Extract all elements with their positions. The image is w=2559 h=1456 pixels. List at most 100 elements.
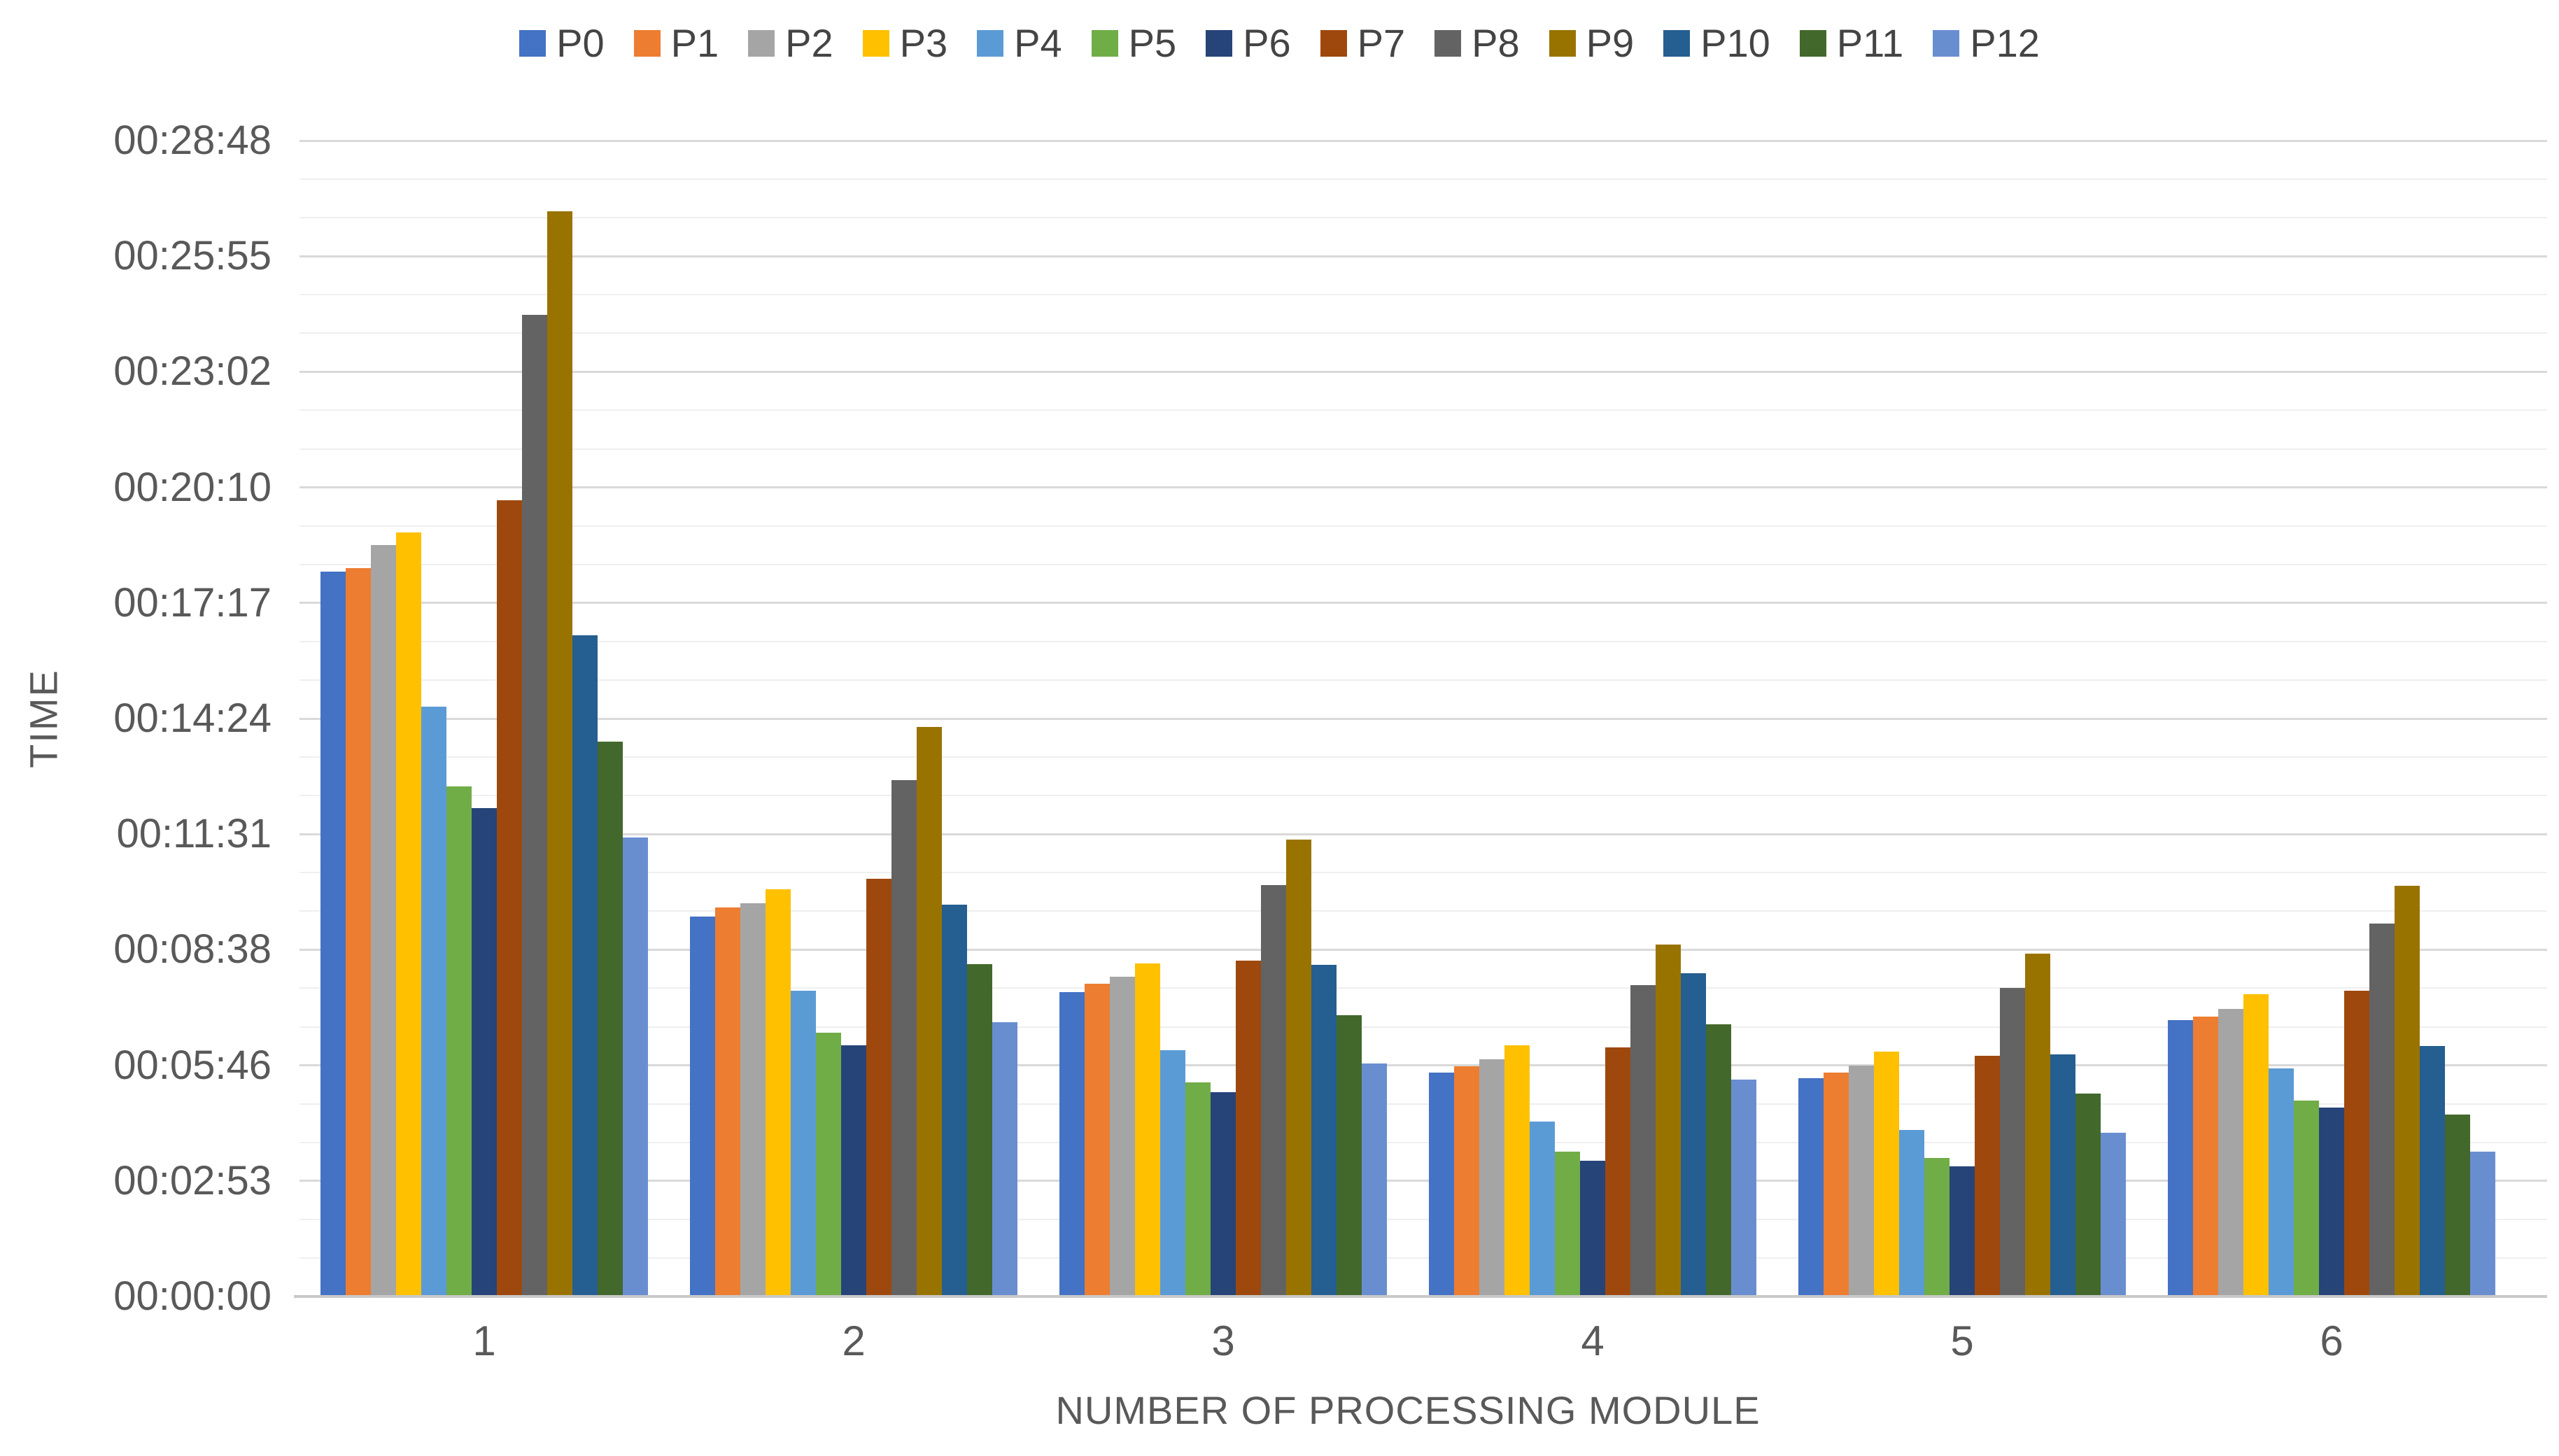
major-gridline [299,1180,2547,1182]
minor-gridline [299,872,2547,874]
y-tick-label: 00:02:53 [113,1157,272,1203]
bar-P7-module2 [866,878,891,1296]
legend-item-P0: P0 [519,24,605,63]
bar-P9-module5 [2025,953,2050,1296]
legend-swatch-P6 [1206,30,1233,57]
y-tick-label: 00:17:17 [113,579,272,625]
major-gridline [299,602,2547,605]
category-cluster-4 [1429,141,1756,1296]
bar-P7-module3 [1236,961,1261,1296]
bar-P9-module3 [1286,840,1311,1296]
minor-gridline [299,525,2547,527]
bar-P4-module1 [421,706,446,1296]
bar-P11-module6 [2445,1114,2470,1296]
legend: P0 P1 P2 P3 P4 P5 P6 P7 P8 P9 P10 P11 P12 [0,15,2559,71]
bar-P0-module3 [1059,992,1085,1296]
major-gridline [299,833,2547,835]
bar-P10-module1 [572,635,598,1296]
legend-item-P8: P8 [1434,24,1520,63]
bar-P8-module1 [522,314,547,1296]
legend-item-P7: P7 [1320,24,1405,63]
bar-P4-module2 [791,991,816,1296]
bar-P10-module2 [942,904,967,1296]
y-tick-label: 00:28:48 [113,118,272,163]
legend-swatch-P11 [1799,30,1826,57]
legend-swatch-P3 [862,30,889,57]
bar-P8-module6 [2369,923,2395,1296]
bar-P11-module3 [1337,1015,1362,1296]
bar-P11-module1 [598,742,623,1296]
bar-P1-module1 [346,567,371,1296]
bar-P8-module3 [1261,885,1286,1296]
bar-P4-module6 [2269,1068,2294,1296]
bar-P8-module4 [1630,984,1656,1296]
legend-label-P6: P6 [1243,21,1291,65]
bar-P5-module4 [1555,1151,1580,1296]
minor-gridline [299,563,2547,565]
bar-P3-module2 [766,889,791,1296]
legend-label-P8: P8 [1472,21,1520,65]
bar-P7-module6 [2344,991,2369,1296]
y-axis-tick-labels: 00:28:48 00:25:55 00:23:02 00:20:10 00:17:17… [0,0,272,1456]
minor-gridline [299,1218,2547,1220]
y-tick-label: 00:23:02 [113,348,272,395]
major-gridline [299,717,2547,720]
major-gridline [299,139,2547,142]
legend-label-P2: P2 [785,21,833,65]
bar-P5-module3 [1185,1082,1211,1296]
x-tick-label-6: 6 [2320,1317,2343,1364]
bar-P10-module3 [1311,964,1337,1296]
bar-P7-module4 [1605,1047,1630,1296]
category-cluster-3 [1059,141,1387,1296]
bar-P1-module2 [715,907,740,1296]
minor-gridline [299,1103,2547,1105]
minor-gridline [299,679,2547,681]
bar-P12-module6 [2470,1151,2495,1296]
legend-item-P1: P1 [633,24,719,63]
minor-gridline [299,294,2547,296]
bar-P5-module2 [816,1033,841,1296]
bar-P0-module4 [1429,1072,1454,1296]
legend-item-P9: P9 [1549,24,1634,63]
bar-P11-module4 [1706,1024,1731,1296]
legend-item-P11: P11 [1799,21,1904,65]
bar-P9-module2 [917,727,942,1296]
minor-gridline [299,987,2547,989]
bar-P8-module2 [891,779,917,1296]
bar-P11-module2 [967,963,992,1296]
bar-P0-module1 [320,571,346,1296]
y-tick-label: 00:25:55 [113,233,272,279]
x-tick-label-3: 3 [1211,1317,1235,1364]
legend-swatch-P9 [1549,30,1576,57]
y-tick-label: 00:11:31 [116,811,272,857]
minor-gridline [299,178,2547,181]
bar-P6-module3 [1211,1092,1236,1296]
bar-P9-module6 [2395,886,2420,1296]
category-cluster-1 [320,141,648,1296]
x-tick-label-5: 5 [1950,1317,1974,1364]
minor-gridline [299,910,2547,912]
minor-gridline [299,332,2547,334]
x-tick-label-1: 1 [472,1317,496,1364]
bar-P7-module1 [497,500,522,1296]
legend-label-P11: P11 [1836,21,1904,65]
bar-P4-module5 [1899,1129,1924,1296]
bar-P1-module3 [1085,983,1110,1296]
legend-swatch-P8 [1434,30,1462,57]
bar-P3-module6 [2243,994,2269,1296]
x-tick-label-2: 2 [842,1317,866,1364]
minor-gridline [299,448,2547,450]
bar-P5-module5 [1924,1158,1950,1296]
legend-swatch-P2 [748,30,775,57]
legend-label-P10: P10 [1700,21,1770,65]
bar-P10-module5 [2050,1054,2075,1296]
bar-P3-module4 [1504,1045,1530,1296]
bar-P5-module1 [446,786,472,1296]
major-gridline [299,255,2547,257]
legend-item-P2: P2 [748,24,833,63]
legend-swatch-P12 [1933,30,1960,57]
legend-item-P12: P12 [1933,24,2040,63]
bar-P2-module5 [1849,1066,1874,1296]
legend-item-P6: P6 [1206,24,1291,63]
